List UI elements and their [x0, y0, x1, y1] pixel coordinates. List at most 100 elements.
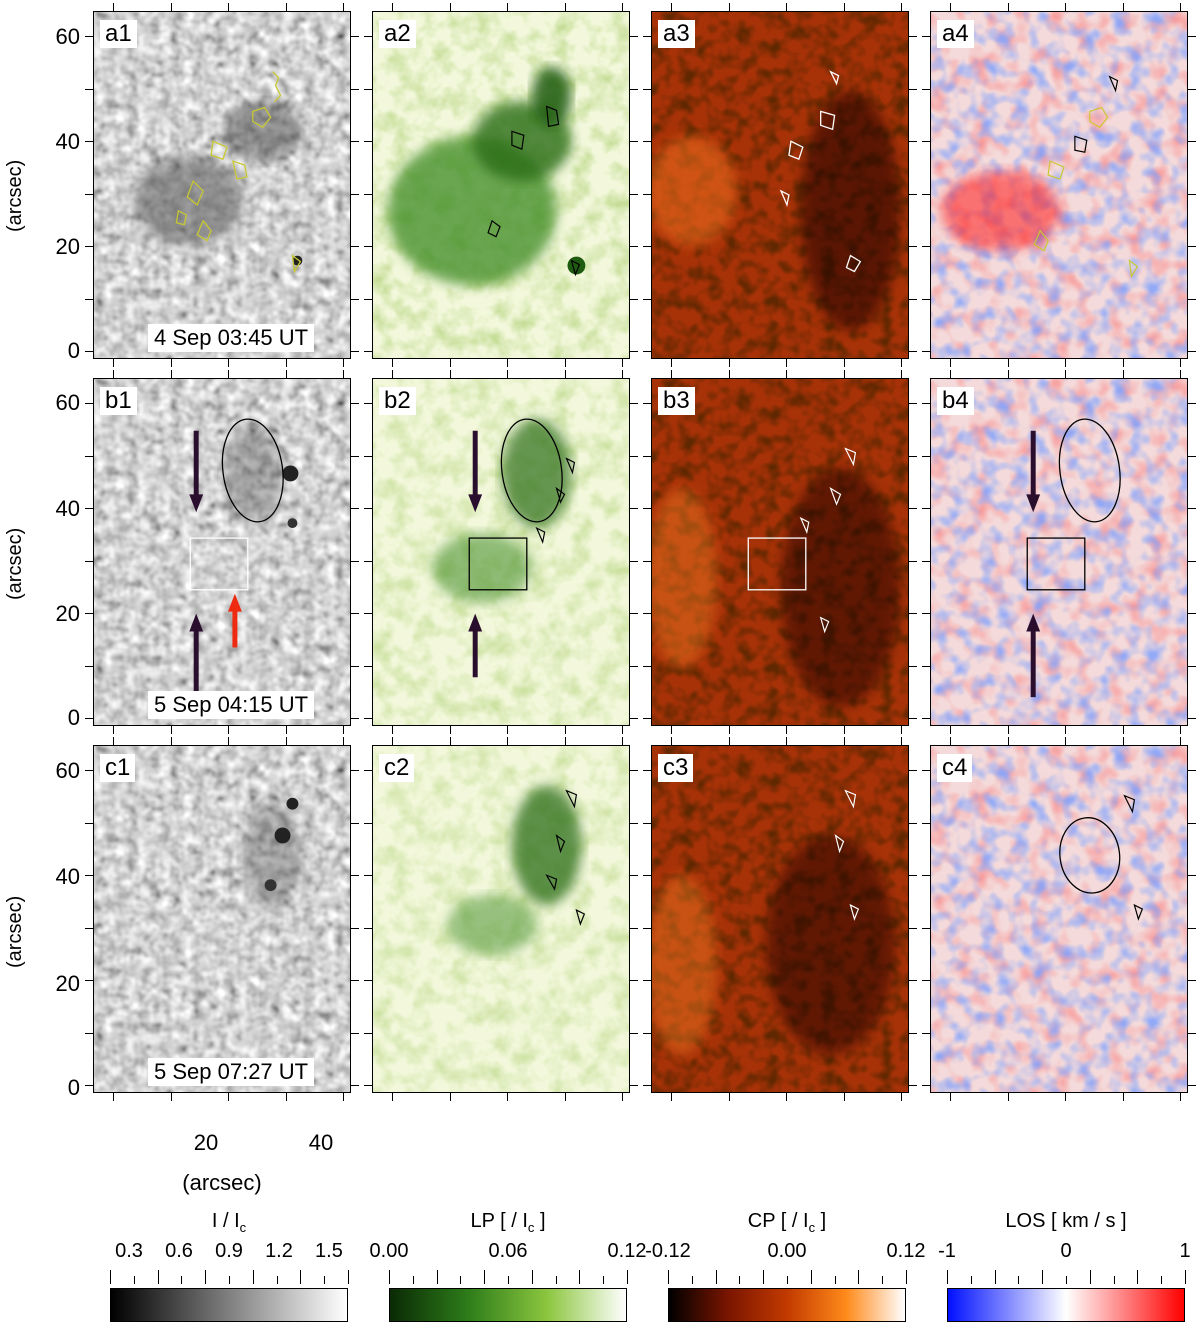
panel-a1: a1 4 Sep 03:45 UT [93, 11, 351, 359]
axis-tick [1065, 1093, 1066, 1101]
axis-tick [1188, 36, 1196, 37]
axis-tick [630, 455, 638, 457]
axis-tick [643, 403, 651, 404]
axis-tick [343, 359, 344, 367]
axis-tick [564, 1093, 566, 1101]
axis-tick [351, 141, 359, 142]
colorbar-title: I / Ic [211, 1210, 247, 1235]
axis-tick [643, 455, 651, 457]
axis-tick [285, 370, 287, 378]
axis-tick [170, 1093, 172, 1101]
axis-tick [85, 718, 93, 719]
axis-tick [922, 822, 930, 824]
axis-tick [85, 980, 93, 981]
axis-tick [364, 141, 372, 142]
axis-tick [351, 246, 359, 247]
axis-tick [1065, 726, 1066, 734]
axis-tick [630, 770, 638, 771]
axis-tick [643, 298, 651, 300]
axis-tick [449, 737, 451, 745]
axis-tick [630, 88, 638, 90]
axis-tick [909, 560, 917, 562]
axis-tick [922, 980, 930, 981]
colorbar-tick [133, 1276, 135, 1284]
axis-tick [449, 1093, 451, 1101]
colorbar-tick [1113, 1276, 1115, 1284]
axis-tick [909, 88, 917, 90]
axis-tick [950, 370, 951, 378]
x-axis-title: (arcsec) [182, 1170, 262, 1195]
axis-tick [950, 3, 951, 11]
colorbar-tick [1089, 1270, 1091, 1284]
axis-tick [85, 560, 93, 562]
axis-tick [671, 737, 672, 745]
colorbar-tick [181, 1276, 183, 1284]
colorbar-tick [412, 1276, 414, 1284]
axis-tick [1007, 370, 1009, 378]
region-ellipse [500, 418, 563, 523]
axis-tick [922, 927, 930, 929]
axis-tick [85, 36, 93, 37]
axis-tick [922, 1032, 930, 1034]
timestamp: 4 Sep 03:45 UT [148, 324, 315, 352]
y-tick-60-b: 60 [55, 390, 80, 415]
axis-tick [909, 193, 917, 195]
colorbar-tick [348, 1270, 349, 1284]
colorbar-tick [276, 1276, 278, 1284]
region-box [1026, 537, 1086, 591]
axis-tick [950, 1093, 951, 1101]
axis-tick [728, 737, 730, 745]
colorbar-tick [484, 1270, 486, 1284]
colorbar-title: LP [ / Ic ] [470, 1210, 546, 1235]
colorbar-tick [1042, 1270, 1044, 1284]
axis-tick [449, 726, 451, 734]
axis-tick [622, 737, 623, 745]
axis-tick [85, 875, 93, 876]
axis-tick [228, 370, 229, 378]
colorbar-tick-label: 1.5 [315, 1240, 343, 1262]
colorbar-tick [1161, 1276, 1163, 1284]
colorbar-tick [324, 1276, 326, 1284]
axis-tick [285, 726, 287, 734]
panel-c3: c3 [651, 745, 909, 1093]
axis-tick [786, 359, 787, 367]
axis-tick [728, 359, 730, 367]
axis-tick [843, 1093, 845, 1101]
colorbar-tick [810, 1270, 812, 1284]
axis-tick [564, 737, 566, 745]
axis-tick [909, 141, 917, 142]
axis-tick [85, 927, 93, 929]
axis-tick [1122, 1093, 1124, 1101]
axis-tick [449, 3, 451, 11]
colorbar-tick [1066, 1276, 1067, 1284]
axis-tick [1188, 298, 1196, 300]
panel-a2: a2 [372, 11, 630, 359]
axis-tick [113, 737, 114, 745]
axis-tick [1065, 737, 1066, 745]
axis-tick [728, 1093, 730, 1101]
axis-tick [1122, 3, 1124, 11]
axis-tick [843, 726, 845, 734]
axis-tick [351, 455, 359, 457]
axis-tick [671, 726, 672, 734]
axis-tick [901, 737, 902, 745]
axis-tick [786, 1093, 787, 1101]
axis-tick [113, 1093, 114, 1101]
axis-tick [364, 560, 372, 562]
panel-label: a3 [658, 20, 695, 48]
colorbar-tick [436, 1270, 438, 1284]
axis-tick [392, 3, 393, 11]
axis-tick [643, 1085, 651, 1086]
panel-label: b2 [379, 387, 416, 415]
panel-b2: b2 [372, 378, 630, 726]
axis-tick [909, 36, 917, 37]
region-ellipse [1059, 817, 1121, 894]
panel-label: c4 [937, 754, 973, 782]
axis-tick [643, 927, 651, 929]
axis-tick [85, 246, 93, 247]
axis-tick [622, 3, 623, 11]
colorbar-tick-label: 0.06 [488, 1240, 528, 1262]
axis-tick [85, 455, 93, 457]
axis-tick [909, 665, 917, 667]
axis-tick [85, 403, 93, 404]
